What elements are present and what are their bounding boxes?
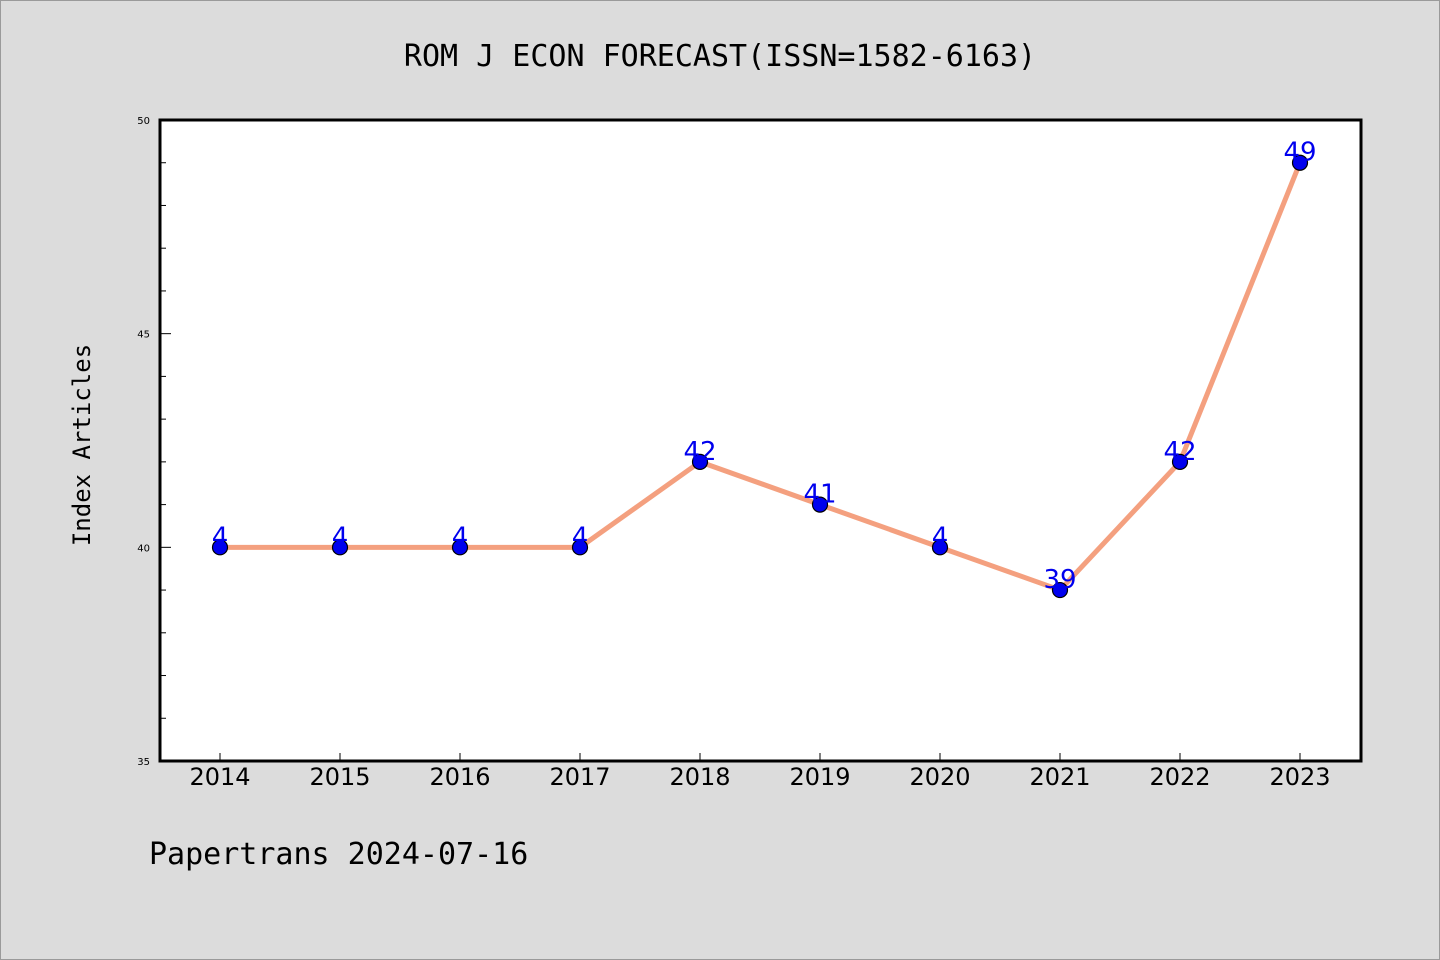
y-tick-label: 50 xyxy=(137,116,150,127)
data-labels: 4 4 4 4 42 41 4 39 42 49 xyxy=(212,138,1317,595)
data-point xyxy=(571,539,589,556)
x-tick-label: 2020 xyxy=(909,763,970,791)
series-line xyxy=(217,160,1303,593)
x-tick-label: 2019 xyxy=(789,763,850,791)
chart-title: ROM J ECON FORECAST(ISSN=1582-6163) xyxy=(404,39,1036,74)
y-tick-label: 45 xyxy=(137,330,150,341)
data-label: 41 xyxy=(803,480,836,510)
plot-area xyxy=(160,120,1361,761)
footer-text: Papertrans 2024-07-16 xyxy=(149,837,528,872)
x-tick-label: 2021 xyxy=(1029,763,1090,791)
y-tick-label: 35 xyxy=(137,757,150,768)
data-point xyxy=(331,539,349,556)
data-label: 4 xyxy=(452,522,469,552)
x-tick-label: 2014 xyxy=(189,763,250,791)
y-tick-label: 40 xyxy=(137,543,150,554)
y-axis-tick-labels: 35 40 45 50 xyxy=(137,116,150,768)
data-label: 4 xyxy=(212,522,229,552)
data-point xyxy=(451,539,469,556)
data-label: 39 xyxy=(1043,565,1076,595)
data-markers xyxy=(211,154,1309,599)
data-point xyxy=(931,539,949,556)
x-tick-label: 2022 xyxy=(1149,763,1210,791)
data-point xyxy=(1291,154,1309,171)
plot-frame xyxy=(158,118,1363,763)
data-label: 4 xyxy=(932,522,949,552)
data-point xyxy=(811,496,829,513)
data-label: 4 xyxy=(572,522,589,552)
data-point xyxy=(1051,581,1069,599)
data-label: 42 xyxy=(683,437,716,467)
x-tick-label: 2023 xyxy=(1269,763,1330,791)
x-tick-label: 2017 xyxy=(549,763,610,791)
data-point xyxy=(211,539,229,556)
data-label: 42 xyxy=(1163,437,1196,467)
data-label: 49 xyxy=(1283,138,1316,168)
x-tick-label: 2015 xyxy=(309,763,370,791)
x-tick-label: 2018 xyxy=(669,763,730,791)
x-axis-tick-labels: 2014 2015 2016 2017 2018 2019 2020 2021 2022 2023 xyxy=(189,763,1330,791)
data-label: 4 xyxy=(332,522,349,552)
data-point xyxy=(691,453,709,470)
data-point xyxy=(1171,453,1189,470)
x-tick-label: 2016 xyxy=(429,763,490,791)
y-axis-label: Index Articles xyxy=(68,344,96,546)
